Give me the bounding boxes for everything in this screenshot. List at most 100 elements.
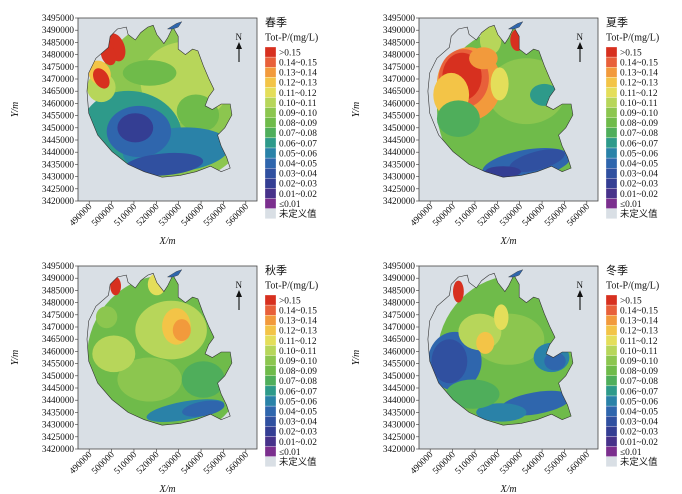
legend-label: 0.04~0.05: [620, 160, 658, 170]
concentration-zone: [117, 357, 182, 402]
x-tick-label: 560000: [565, 201, 592, 228]
y-tick-label: 3485000: [42, 37, 75, 47]
legend-swatch: [264, 188, 277, 199]
concentration-zone: [490, 67, 509, 101]
x-tick-label: 530000: [498, 449, 525, 476]
y-tick-label: 3475000: [42, 62, 75, 72]
x-tick-label: 560000: [565, 449, 592, 476]
concentration-zone: [92, 68, 110, 89]
legend-label: 0.08~0.09: [620, 367, 658, 377]
legend-label: >0.15: [279, 296, 301, 306]
legend-swatch: [264, 294, 277, 306]
legend-title: Tot-P/(mg/L): [606, 280, 659, 291]
legend-label: 0.10~0.11: [620, 99, 658, 109]
legend-swatch: [264, 456, 277, 467]
y-tick-label: 3450000: [383, 123, 416, 133]
x-axis-label: X/m: [500, 484, 517, 494]
legend-label: 0.02~0.03: [279, 428, 317, 438]
legend-label: 0.12~0.13: [279, 327, 317, 337]
y-tick-label: 3425000: [42, 184, 75, 194]
legend-swatch: [264, 127, 277, 139]
legend-swatch: [264, 178, 277, 189]
north-arrow-head: [236, 42, 242, 49]
y-tick-label: 3490000: [383, 25, 416, 35]
y-tick-label: 3430000: [383, 420, 416, 430]
legend-label: 0.14~0.15: [279, 59, 317, 69]
legend-swatch: [605, 198, 618, 209]
north-label: N: [577, 32, 584, 42]
y-tick-label: 3425000: [383, 432, 416, 442]
x-tick-label: 530000: [157, 449, 184, 476]
legend-label: ≤0.01: [620, 200, 642, 210]
legend-swatch: [264, 67, 277, 78]
legend-swatch: [605, 127, 618, 139]
y-tick-label: 3420000: [42, 444, 75, 454]
north-arrow-head: [577, 290, 583, 297]
legend-label: 0.04~0.05: [279, 160, 317, 170]
legend-swatch: [605, 325, 618, 336]
legend-swatch: [605, 416, 618, 427]
legend-swatch: [605, 46, 618, 58]
legend-label: 0.04~0.05: [620, 408, 658, 418]
y-tick-label: 3455000: [383, 111, 416, 121]
legend-label: 0.09~0.10: [279, 357, 317, 367]
x-tick-label: 510000: [112, 449, 139, 476]
legend-label: 0.10~0.11: [279, 99, 317, 109]
x-tick-label: 520000: [134, 449, 161, 476]
y-tick-label: 3420000: [42, 196, 75, 206]
y-axis-label: Y/m: [351, 102, 362, 118]
legend-swatch: [264, 97, 277, 108]
concentration-zone: [181, 361, 225, 398]
x-axis-label: X/m: [500, 236, 517, 247]
y-tick-label: 3495000: [42, 261, 75, 271]
legend-label: 0.01~0.02: [279, 438, 317, 448]
legend-swatch: [264, 87, 277, 98]
legend-swatch: [264, 198, 277, 209]
x-tick-label: 520000: [134, 201, 161, 228]
y-tick-label: 3485000: [42, 285, 75, 295]
legend-label: >0.15: [620, 296, 642, 306]
y-tick-label: 3460000: [42, 346, 75, 356]
x-tick-label: 530000: [498, 201, 525, 228]
legend-label: 0.06~0.07: [620, 139, 658, 149]
x-tick-label: 500000: [430, 449, 457, 476]
y-tick-label: 3460000: [383, 346, 416, 356]
y-tick-label: 3435000: [383, 407, 416, 417]
legend-swatch: [605, 188, 618, 199]
concentration-zone: [92, 335, 136, 373]
legend-label: 0.14~0.15: [620, 307, 658, 317]
legend-label: 0.01~0.02: [620, 190, 658, 200]
legend-swatch: [264, 325, 277, 336]
legend-swatch: [264, 56, 277, 68]
y-tick-label: 3430000: [42, 172, 75, 182]
legend-swatch: [264, 436, 277, 447]
legend-swatch: [264, 137, 277, 149]
legend-label: 0.11~0.12: [620, 89, 658, 99]
legend-swatch: [264, 446, 277, 457]
legend-swatch: [264, 147, 277, 159]
legend-swatch: [605, 107, 618, 118]
season-panel: N 3495000 3490000 3485000 3480000 3475000 3470…: [351, 13, 659, 247]
y-axis-label: Y/m: [351, 350, 362, 366]
x-tick-label: 540000: [520, 449, 547, 476]
north-label: N: [236, 32, 243, 42]
y-tick-label: 3445000: [383, 383, 416, 393]
legend-label: 0.03~0.04: [620, 418, 658, 428]
lake-outline: [86, 272, 233, 426]
legend-label: 0.13~0.14: [279, 317, 317, 327]
lake-outline: [86, 24, 233, 178]
legend-label: 0.11~0.12: [620, 337, 658, 347]
legend-label: 0.06~0.07: [279, 387, 317, 397]
legend-swatch: [605, 436, 618, 447]
legend-swatch: [264, 168, 277, 179]
legend-label: 0.05~0.06: [620, 149, 658, 159]
x-tick-label: 560000: [224, 449, 251, 476]
y-tick-label: 3440000: [383, 395, 416, 405]
legend-swatch: [605, 87, 618, 98]
legend-swatch: [264, 355, 277, 366]
y-tick-label: 3420000: [383, 196, 416, 206]
concentration-zone: [117, 113, 154, 143]
concentration-zone: [95, 306, 118, 329]
legend-title: Tot-P/(mg/L): [265, 32, 318, 43]
